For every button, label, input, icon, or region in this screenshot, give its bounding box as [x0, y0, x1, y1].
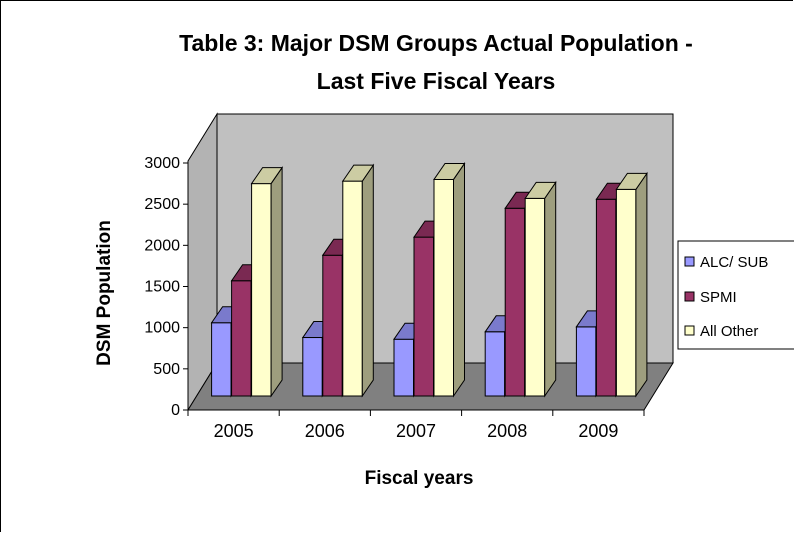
y-tick-label: 3000: [144, 155, 180, 172]
x-tick-label: 2007: [396, 421, 436, 441]
chart-title-line-1: Table 3: Major DSM Groups Actual Populat…: [179, 30, 693, 56]
legend-box: [677, 240, 794, 350]
y-tick-label: 2500: [144, 196, 180, 213]
y-tick-label: 500: [153, 361, 180, 378]
legend-label-alc-sub: ALC/ SUB: [700, 254, 768, 271]
x-tick-label: 2008: [487, 421, 527, 441]
legend-label-spmi: SPMI: [700, 289, 737, 306]
bar-all-other-2007: [433, 161, 466, 398]
bar-all-other-2009: [615, 171, 648, 398]
x-tick-label: 2009: [578, 421, 618, 441]
chart-legend: ALC/ SUB SPMI All Other: [677, 240, 794, 350]
bar-all-other-2005: [250, 165, 284, 398]
bar-all-other-2006: [341, 163, 375, 398]
bar-all-other-2008: [524, 180, 557, 398]
legend-swatch-all-other: [684, 325, 695, 336]
chart-axes: 0 500 1000 1500 2000 2500 3000 2005 2006 2007 2008…: [144, 155, 645, 441]
chart-title-line-2: Last Five Fiscal Years: [317, 68, 556, 94]
y-tick-label: 1500: [144, 279, 180, 296]
y-axis-label: DSM Population: [94, 220, 115, 366]
legend-swatch-spmi: [684, 291, 695, 302]
y-tick-label: 1000: [144, 320, 180, 337]
chart-bars: [210, 161, 648, 398]
x-axis-label: Fiscal years: [365, 468, 474, 489]
legend-label-all-other: All Other: [700, 323, 758, 340]
legend-swatch-alc-sub: [684, 256, 695, 267]
x-tick-label: 2005: [214, 421, 254, 441]
y-tick-label: 0: [171, 402, 180, 419]
x-tick-label: 2006: [305, 421, 345, 441]
y-tick-label: 2000: [144, 237, 180, 254]
